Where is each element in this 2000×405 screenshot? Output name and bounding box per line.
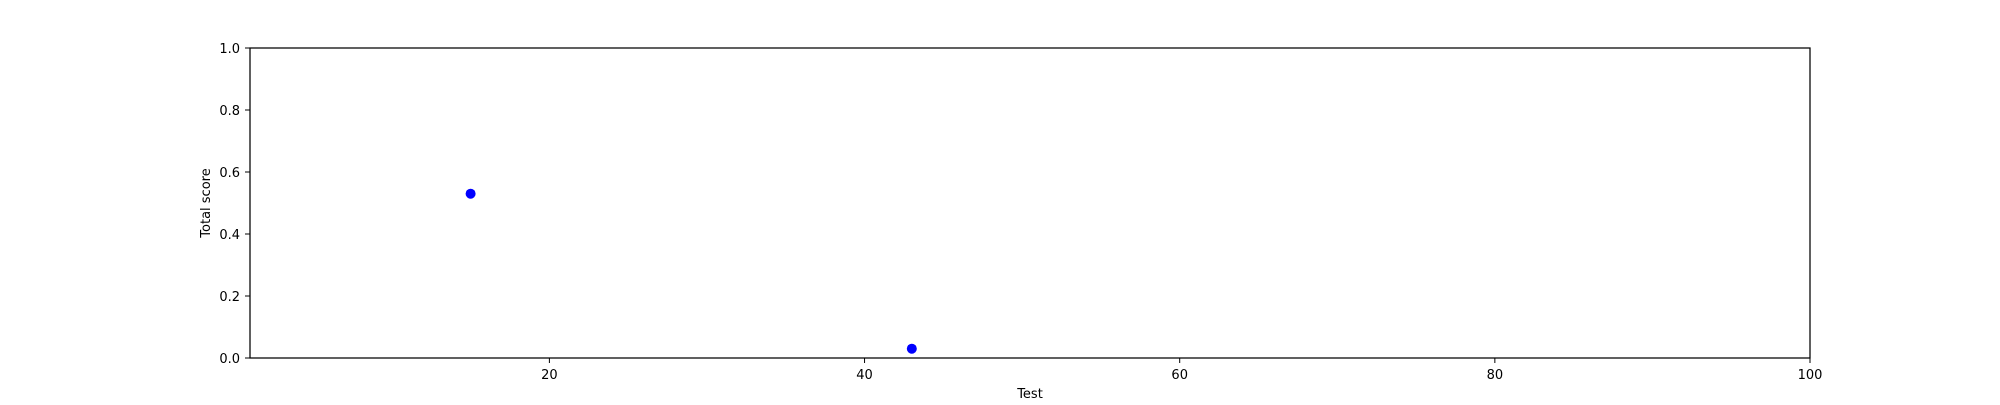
data-point — [465, 188, 476, 199]
y-tick-label: 0.0 — [219, 352, 240, 367]
x-axis-ticks: 20 40 60 80 100 — [541, 358, 1822, 383]
y-tick-label: 0.8 — [219, 104, 240, 119]
x-tick-label: 100 — [1798, 368, 1823, 383]
x-axis-label: Test — [1016, 387, 1043, 400]
x-tick-label: 60 — [1171, 368, 1188, 383]
y-axis-label: Total score — [199, 168, 214, 238]
axes-frame — [249, 47, 1811, 359]
y-tick-label: 0.2 — [219, 290, 240, 305]
x-tick-label: 20 — [541, 368, 558, 383]
y-tick-label: 1.0 — [219, 42, 240, 57]
y-axis-ticks: 0.0 0.2 0.4 0.6 0.8 1.0 — [219, 42, 250, 367]
x-tick-label: 80 — [1487, 368, 1504, 383]
data-point — [906, 343, 917, 354]
y-tick-label: 0.6 — [219, 166, 240, 181]
data-points — [465, 188, 917, 354]
x-tick-label: 40 — [856, 368, 873, 383]
y-tick-label: 0.4 — [219, 228, 240, 243]
